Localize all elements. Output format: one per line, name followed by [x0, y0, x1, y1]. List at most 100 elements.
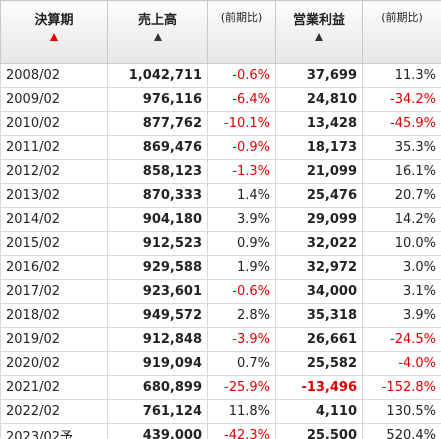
header-cell[interactable]: 売上高	[107, 0, 208, 64]
table-cell: 2012/02	[0, 159, 108, 184]
table-cell: 37,699	[275, 63, 363, 88]
table-row: 2018/02 949,572 2.8% 35,318 3.9%	[0, 303, 441, 328]
table-row: 2008/02 1,042,711 -0.6% 37,699 11.3%	[0, 63, 441, 88]
table-cell: 2020/02	[0, 351, 108, 376]
table-cell: -152.8%	[362, 375, 441, 400]
header-label: 営業利益	[292, 13, 345, 28]
table-cell: 3.1%	[362, 279, 441, 304]
header-label: (前期比)	[220, 11, 263, 24]
table-cell: 11.3%	[362, 63, 441, 88]
table-cell: -10.1%	[207, 111, 276, 136]
table-cell: 2018/02	[0, 303, 108, 328]
header-label: 売上高	[137, 13, 177, 28]
table-cell: 35.3%	[362, 135, 441, 160]
sort-arrow	[153, 33, 162, 41]
table-cell: 130.5%	[362, 399, 441, 424]
table-cell: 2014/02	[0, 207, 108, 232]
table-cell: 2.8%	[207, 303, 276, 328]
table-cell: 439,000	[107, 423, 208, 439]
table-cell: 10.0%	[362, 231, 441, 256]
table-cell: 2015/02	[0, 231, 108, 256]
table-cell: 877,762	[107, 111, 208, 136]
table-cell: 25,582	[275, 351, 363, 376]
table-cell: -0.9%	[207, 135, 276, 160]
table-cell: 929,588	[107, 255, 208, 280]
table-cell: 2022/02	[0, 399, 108, 424]
header-label: 決算期	[34, 13, 74, 28]
table-cell: 29,099	[275, 207, 363, 232]
table-cell: 2019/02	[0, 327, 108, 352]
table-row: 2009/02 976,116 -6.4% 24,810 -34.2%	[0, 87, 441, 112]
table-cell: 34,000	[275, 279, 363, 304]
table-cell: 0.9%	[207, 231, 276, 256]
table-cell: 3.9%	[207, 207, 276, 232]
table-cell: 11.8%	[207, 399, 276, 424]
table-cell: 2008/02	[0, 63, 108, 88]
table-body: 2008/02 1,042,711 -0.6% 37,699 11.3% 2009/02 9…	[0, 63, 441, 439]
table-cell: -6.4%	[207, 87, 276, 112]
table-cell: 13,428	[275, 111, 363, 136]
table-cell: 2009/02	[0, 87, 108, 112]
table-cell: 858,123	[107, 159, 208, 184]
table-cell: 32,972	[275, 255, 363, 280]
table-cell: 2013/02	[0, 183, 108, 208]
table-cell: 2011/02	[0, 135, 108, 160]
table-cell: 25,500	[275, 423, 363, 439]
table-cell: 14.2%	[362, 207, 441, 232]
table-cell: 904,180	[107, 207, 208, 232]
table-header: 決算期 売上高 (前期比) 営業利益 (前期比)	[0, 0, 441, 64]
table-row: 2016/02 929,588 1.9% 32,972 3.0%	[0, 255, 441, 280]
table-cell: 912,523	[107, 231, 208, 256]
table-cell: 25,476	[275, 183, 363, 208]
table-cell: -0.6%	[207, 63, 276, 88]
table-row: 2022/02 761,124 11.8% 4,110 130.5%	[0, 399, 441, 424]
table-cell: 26,661	[275, 327, 363, 352]
table-cell: 16.1%	[362, 159, 441, 184]
table-cell: 919,094	[107, 351, 208, 376]
header-label: (前期比)	[381, 11, 423, 24]
table-cell: 1.4%	[207, 183, 276, 208]
header-cell[interactable]: 決算期	[0, 0, 108, 64]
table-cell: 3.9%	[362, 303, 441, 328]
table-cell: 761,124	[107, 399, 208, 424]
table-cell: 680,899	[107, 375, 208, 400]
sort-arrow	[50, 33, 58, 41]
table-cell: -42.3%	[207, 423, 276, 439]
table-cell: 912,848	[107, 327, 208, 352]
table-row: 2023/02予 439,000 -42.3% 25,500 520.4%	[0, 423, 441, 439]
table-row: 2021/02 680,899 -25.9% -13,496 -152.8%	[0, 375, 441, 400]
table-cell: -0.6%	[207, 279, 276, 304]
table-row: 2013/02 870,333 1.4% 25,476 20.7%	[0, 183, 441, 208]
table-cell: 24,810	[275, 87, 363, 112]
table-cell: -25.9%	[207, 375, 276, 400]
table-cell: 3.0%	[362, 255, 441, 280]
table-row: 2019/02 912,848 -3.9% 26,661 -24.5%	[0, 327, 441, 352]
table-row: 2015/02 912,523 0.9% 32,022 10.0%	[0, 231, 441, 256]
header-cell: (前期比)	[362, 0, 441, 64]
table-cell: 18,173	[275, 135, 363, 160]
table-cell: 2016/02	[0, 255, 108, 280]
table-row: 2010/02 877,762 -10.1% 13,428 -45.9%	[0, 111, 441, 136]
table-cell: 4,110	[275, 399, 363, 424]
table-cell: 21,099	[275, 159, 363, 184]
table-cell: -34.2%	[362, 87, 441, 112]
table-cell: -24.5%	[362, 327, 441, 352]
header-cell: (前期比)	[207, 0, 276, 64]
table-cell: -13,496	[275, 375, 363, 400]
header-cell[interactable]: 営業利益	[275, 0, 363, 64]
sort-arrow	[315, 33, 323, 41]
table-row: 2012/02 858,123 -1.3% 21,099 16.1%	[0, 159, 441, 184]
table-row: 2011/02 869,476 -0.9% 18,173 35.3%	[0, 135, 441, 160]
table-cell: 20.7%	[362, 183, 441, 208]
table-cell: -4.0%	[362, 351, 441, 376]
table-cell: 35,318	[275, 303, 363, 328]
table-cell: 976,116	[107, 87, 208, 112]
table-cell: 0.7%	[207, 351, 276, 376]
table-cell: 923,601	[107, 279, 208, 304]
table-row: 2020/02 919,094 0.7% 25,582 -4.0%	[0, 351, 441, 376]
table-row: 2017/02 923,601 -0.6% 34,000 3.1%	[0, 279, 441, 304]
table-cell: 2021/02	[0, 375, 108, 400]
table-cell: 1,042,711	[107, 63, 208, 88]
table-cell: 1.9%	[207, 255, 276, 280]
